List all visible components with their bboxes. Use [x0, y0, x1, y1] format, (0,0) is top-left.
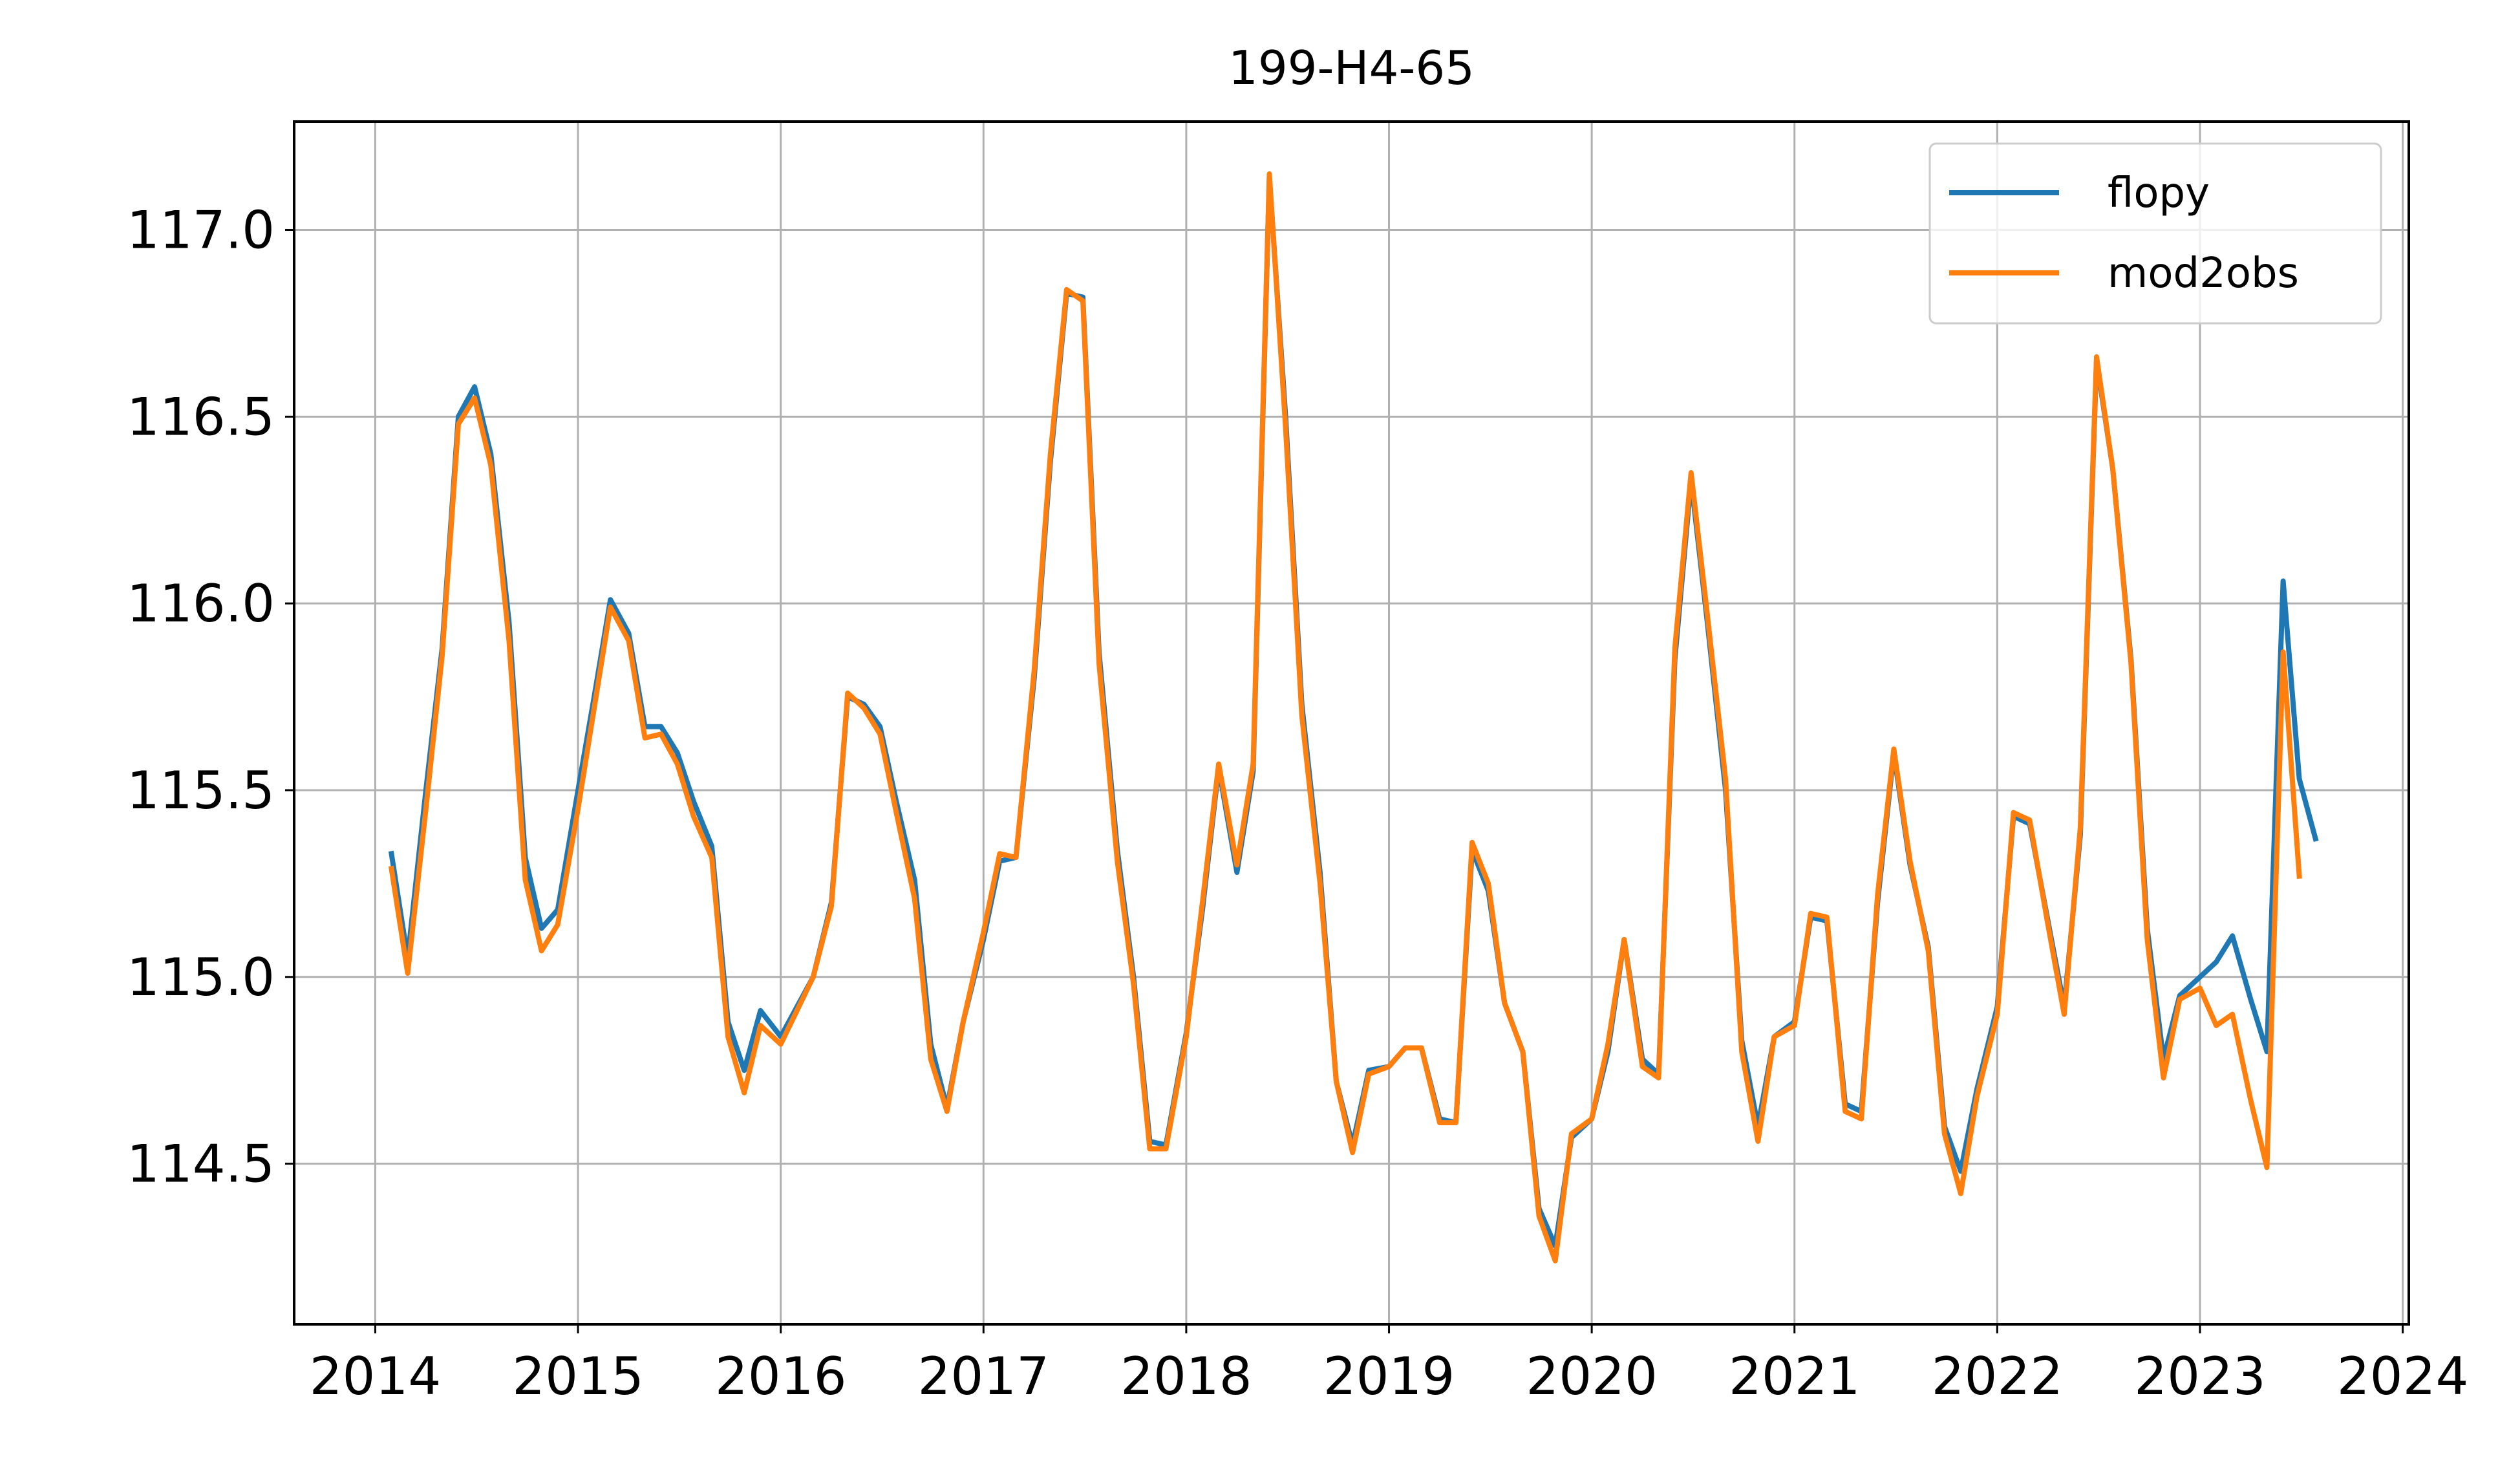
x-tick-label: 2014: [310, 1346, 442, 1406]
y-tick-label: 117.0: [127, 200, 275, 261]
x-tick-label: 2024: [2337, 1346, 2469, 1406]
plot-frame: [293, 120, 2410, 1326]
x-tick-label: 2020: [1526, 1346, 1658, 1406]
legend-box: [1928, 142, 2382, 325]
x-tick-label: 2023: [2134, 1346, 2266, 1406]
axis-ticks: 2014 2015 2016 2017 2018 2019 2020 2021 2022 2023…: [127, 200, 2468, 1406]
x-tick-label: 2017: [917, 1346, 1049, 1406]
y-tick-label: 115.5: [127, 760, 275, 821]
x-tick-label: 2016: [715, 1346, 847, 1406]
legend-label-mod2obs: mod2obs: [2108, 250, 2299, 297]
y-tick-label: 114.5: [127, 1134, 275, 1194]
y-tick-label: 116.0: [127, 574, 275, 634]
y-tick-label: 116.5: [127, 387, 275, 447]
x-tick-label: 2015: [512, 1346, 644, 1406]
x-tick-label: 2022: [1932, 1346, 2064, 1406]
series-lines: [388, 171, 2319, 1264]
legend-label-flopy: flopy: [2108, 169, 2210, 217]
chart-title: 199-H4-65: [1228, 41, 1475, 95]
y-tick-label: 115.0: [127, 947, 275, 1007]
x-tick-label: 2021: [1729, 1346, 1861, 1406]
x-tick-label: 2019: [1323, 1346, 1455, 1406]
legend: flopy mod2obs: [1928, 142, 2382, 325]
x-tick-label: 2018: [1120, 1346, 1252, 1406]
series-line-mod2obs: [388, 171, 2302, 1264]
